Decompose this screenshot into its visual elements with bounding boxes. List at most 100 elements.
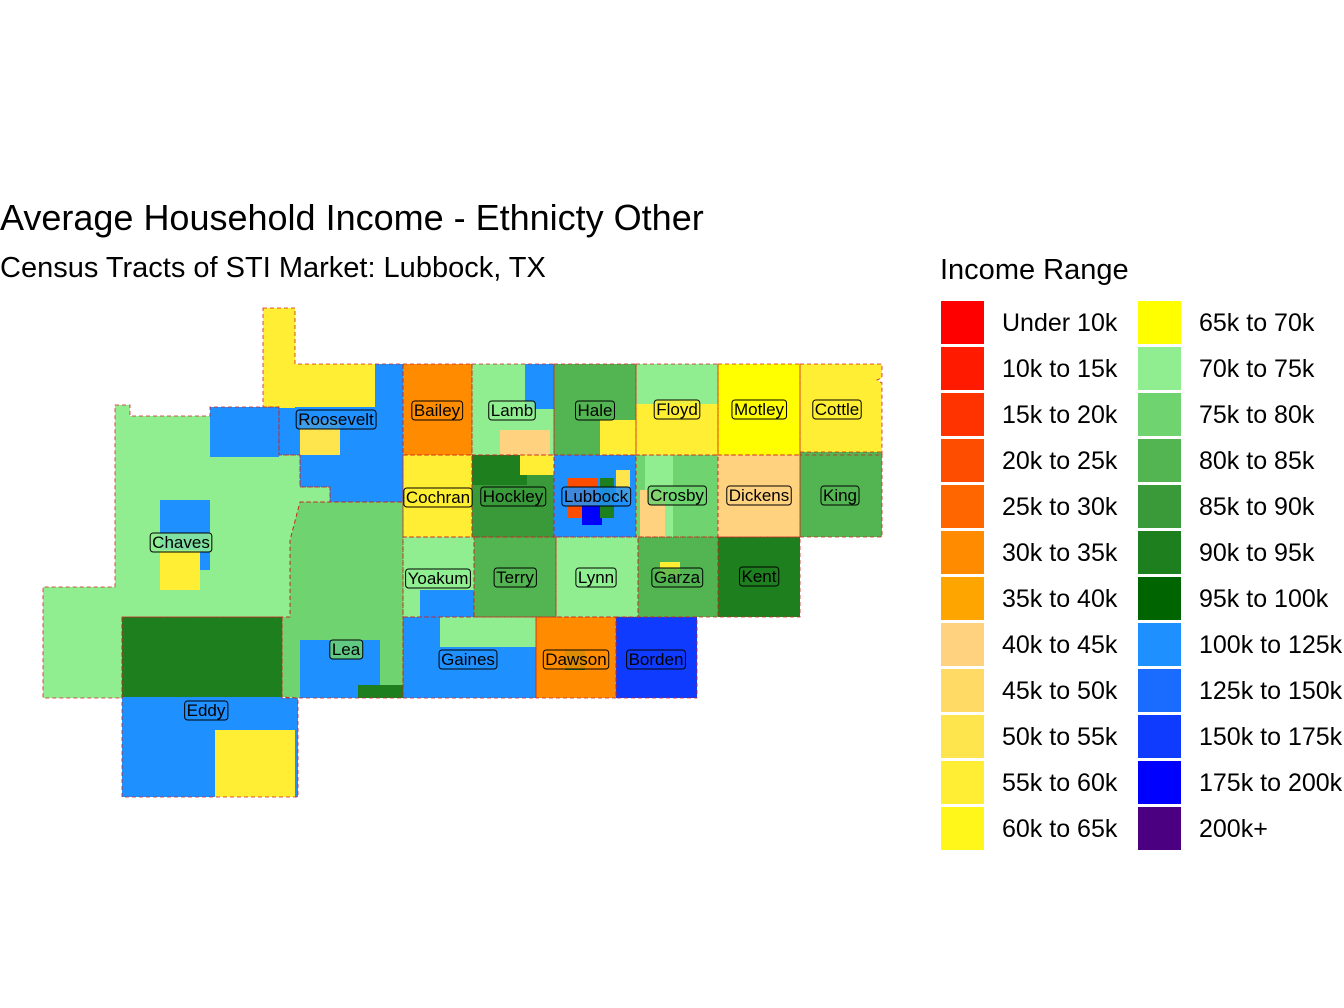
county-label-box [575,400,615,421]
legend-label: 50k to 55k [1002,723,1118,751]
county-label-lubbock: Lubbock [564,487,629,506]
legend-swatch [1138,531,1181,574]
county-label-hale: Hale [578,401,613,420]
tract [295,364,375,407]
county-border [637,536,719,618]
legend-swatch [1138,439,1181,482]
legend-swatch [1138,669,1181,712]
county-label-dawson: Dawson [545,650,606,669]
legend-label: 40k to 45k [1002,631,1118,659]
county-label-bailey: Bailey [414,401,461,420]
legend-label: 45k to 50k [1002,677,1118,705]
county-label-king: King [823,486,857,505]
legend-swatch [1138,393,1181,436]
county-label-lynn: Lynn [578,568,614,587]
tract [160,550,200,590]
county-border [535,616,617,699]
tract [440,617,536,647]
county-label-box [480,486,547,507]
legend-label: 125k to 150k [1199,677,1343,705]
county-label-roosevelt: Roosevelt [298,410,374,429]
county-label-box [651,567,704,588]
county-label-hockley: Hockley [483,487,544,506]
legend-swatch [1138,485,1181,528]
county-label-terry: Terry [496,568,534,587]
tract [122,617,282,697]
legend-swatch [941,577,984,620]
legend-swatch [941,623,984,666]
county-border [42,404,331,699]
legend-label: Under 10k [1002,309,1118,337]
legend-label: 65k to 70k [1199,309,1315,337]
county-label-chaves: Chaves [152,533,210,552]
legend-label: 85k to 90k [1199,493,1315,521]
legend-swatch [941,715,984,758]
county-label-garza: Garza [654,568,701,587]
county-label-box [403,487,473,508]
county-label-floyd: Floyd [656,400,698,419]
legend-swatch [1138,807,1181,850]
legend-swatch [1138,577,1181,620]
legend-label: 30k to 35k [1002,539,1118,567]
county-label-gaines: Gaines [441,650,495,669]
tract [420,590,474,617]
county-border [615,616,698,699]
county-border [473,536,557,618]
county-label-box [411,400,464,421]
county-border [799,363,883,456]
county-label-motley: Motley [734,400,785,419]
county-label-box [542,649,610,670]
legend-swatch [941,669,984,712]
legend-label: 80k to 85k [1199,447,1315,475]
legend-swatch [941,761,984,804]
county-label-cottle: Cottle [815,400,859,419]
choropleth-map: Roosevelt Chaves Lea Eddy Bailey Lamb Hale Floy… [42,307,883,798]
county-label-box [493,567,537,588]
legend-label: 15k to 20k [1002,401,1118,429]
legend-swatch [1138,301,1181,344]
county-label-box [488,400,536,421]
legend-label: 200k+ [1199,815,1268,843]
tract [472,455,527,485]
legend-title: Income Range [940,254,1129,286]
legend-label: 90k to 95k [1199,539,1315,567]
legend-swatch [1138,761,1181,804]
county-label-dickens: Dickens [729,486,789,505]
legend-swatch [1138,347,1181,390]
legend-swatch [941,807,984,850]
county-label-lea: Lea [332,640,361,659]
county-label-box [405,568,471,589]
county-label-yoakum: Yoakum [408,569,469,588]
legend-swatch [941,485,984,528]
county-borders [42,307,883,798]
tract [582,505,602,525]
legend-label: 175k to 200k [1199,769,1343,797]
legend-label: 35k to 40k [1002,585,1118,613]
county-label-cochran: Cochran [406,488,470,507]
tract [600,420,636,455]
county-label-borden: Borden [629,650,684,669]
county-label-box [149,532,213,553]
tract [636,364,718,404]
county-label-box [653,399,701,420]
county-label-box [295,409,377,430]
legend-label: 55k to 60k [1002,769,1118,797]
county-label-box [812,399,862,420]
county-border [121,616,299,798]
county-label-crosby: Crosby [650,486,704,505]
tract [215,730,295,797]
legend-label: 70k to 75k [1199,355,1315,383]
county-label-box [329,639,364,660]
legend-label: 150k to 175k [1199,723,1343,751]
county-label-lamb: Lamb [491,401,534,420]
legend-swatch [1138,623,1181,666]
county-label-box [731,399,788,420]
legend-label: 100k to 125k [1199,631,1343,659]
county-label-box [575,567,617,588]
county-label-box [561,486,632,507]
legend-label: 60k to 65k [1002,815,1118,843]
county-label-eddy: Eddy [187,701,226,720]
legend-swatch [941,347,984,390]
map-title: Average Household Income - Ethnicty Othe… [0,197,704,238]
legend-label: 95k to 100k [1199,585,1329,613]
